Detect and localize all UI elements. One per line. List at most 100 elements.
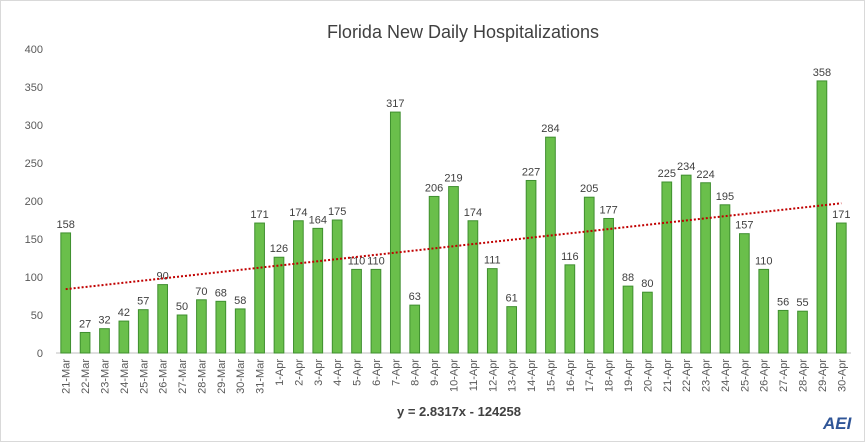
x-tick-label: 29-Apr [817, 359, 829, 392]
data-label: 88 [622, 272, 634, 284]
x-tick-label: 24-Mar [119, 359, 131, 394]
bar [719, 204, 731, 354]
x-tick-label: 22-Apr [681, 359, 693, 392]
data-label: 57 [137, 296, 149, 308]
y-tick-label: 200 [25, 196, 43, 208]
x-tick-label: 3-Apr [313, 359, 325, 386]
x-tick-label: 30-Apr [836, 359, 848, 392]
x-tick-label: 29-Mar [216, 359, 228, 394]
bar [60, 232, 72, 354]
x-tick-label: 23-Apr [701, 359, 713, 392]
data-label: 225 [658, 168, 676, 180]
bar [409, 304, 421, 354]
data-label: 56 [777, 296, 789, 308]
data-label: 358 [813, 67, 831, 79]
data-label: 110 [367, 255, 385, 267]
data-label: 50 [176, 301, 188, 313]
data-label: 227 [522, 166, 540, 178]
x-tick-label: 11-Apr [468, 359, 480, 392]
data-label: 70 [195, 286, 207, 298]
bar [293, 220, 304, 354]
data-label: 175 [328, 206, 346, 218]
x-tick-label: 5-Apr [352, 359, 364, 386]
bar [312, 227, 324, 354]
x-tick-label: 27-Mar [177, 359, 189, 394]
y-tick-label: 0 [37, 348, 43, 360]
data-label: 174 [289, 207, 307, 219]
x-tick-label: 17-Apr [584, 359, 596, 392]
bar [545, 136, 556, 354]
data-label: 32 [98, 315, 110, 327]
x-tick-label: 1-Apr [274, 359, 286, 386]
x-tick-label: 26-Apr [759, 359, 771, 392]
x-tick-label: 19-Apr [623, 359, 635, 392]
x-tick-label: 10-Apr [449, 359, 461, 392]
x-tick-label: 26-Mar [158, 359, 170, 394]
data-label: 205 [580, 183, 598, 195]
x-tick-label: 2-Apr [293, 359, 305, 386]
data-label: 171 [832, 209, 850, 221]
bar [758, 268, 770, 354]
bar [118, 320, 130, 354]
bar [816, 80, 828, 354]
x-tick-label: 28-Mar [196, 359, 208, 394]
x-tick-label: 7-Apr [390, 359, 402, 386]
data-label: 42 [118, 307, 130, 319]
data-label: 164 [309, 214, 327, 226]
x-tick-label: 31-Mar [255, 359, 267, 394]
data-label: 174 [464, 207, 482, 219]
x-tick-label: 25-Apr [739, 359, 751, 392]
bar [234, 308, 246, 354]
data-label: 111 [484, 255, 501, 267]
data-label: 195 [716, 191, 734, 203]
bar [486, 268, 498, 354]
bar [525, 179, 537, 354]
x-tick-label: 4-Apr [332, 359, 344, 386]
bar [739, 233, 750, 354]
bar [428, 195, 440, 354]
bar [680, 174, 692, 354]
x-tick-label: 18-Apr [604, 359, 616, 392]
y-tick-label: 150 [25, 234, 43, 246]
x-tick-label: 28-Apr [798, 359, 810, 392]
data-label: 110 [755, 255, 773, 267]
bar [157, 284, 168, 354]
bar [700, 182, 711, 354]
x-tick-label: 9-Apr [429, 359, 441, 386]
bar [196, 299, 207, 354]
data-label: 80 [641, 278, 653, 290]
y-tick-label: 50 [31, 310, 43, 322]
bar [176, 314, 188, 354]
bar [273, 256, 285, 354]
x-tick-label: 24-Apr [720, 359, 732, 392]
bar [351, 268, 362, 354]
data-label: 317 [386, 98, 404, 110]
x-tick-label: 22-Mar [80, 359, 92, 394]
data-label: 171 [250, 209, 268, 221]
bar [506, 306, 518, 354]
data-label: 157 [735, 220, 753, 232]
y-tick-label: 350 [25, 82, 43, 94]
aei-logo-text: AEI [822, 414, 853, 433]
x-tick-label: 14-Apr [526, 359, 538, 392]
bar [583, 196, 595, 354]
data-label: 219 [444, 173, 462, 185]
bar [254, 222, 265, 354]
data-label: 61 [506, 293, 518, 305]
data-label: 177 [599, 204, 617, 216]
data-label: 126 [270, 243, 288, 255]
x-tick-label: 20-Apr [642, 359, 654, 392]
data-label: 224 [696, 169, 714, 181]
data-label: 234 [677, 161, 695, 173]
x-tick-label: 8-Apr [410, 359, 422, 386]
bar [467, 220, 479, 354]
bar [370, 268, 382, 354]
x-tick-label: 16-Apr [565, 359, 577, 392]
data-label: 63 [409, 291, 421, 303]
y-tick-label: 300 [25, 120, 43, 132]
x-tick-label: 27-Apr [778, 359, 790, 392]
bar [137, 309, 149, 354]
plot-area: 0 50 100 150 200 250 300 350 400 158 21-Mar 27 22-Ma… [25, 44, 851, 394]
